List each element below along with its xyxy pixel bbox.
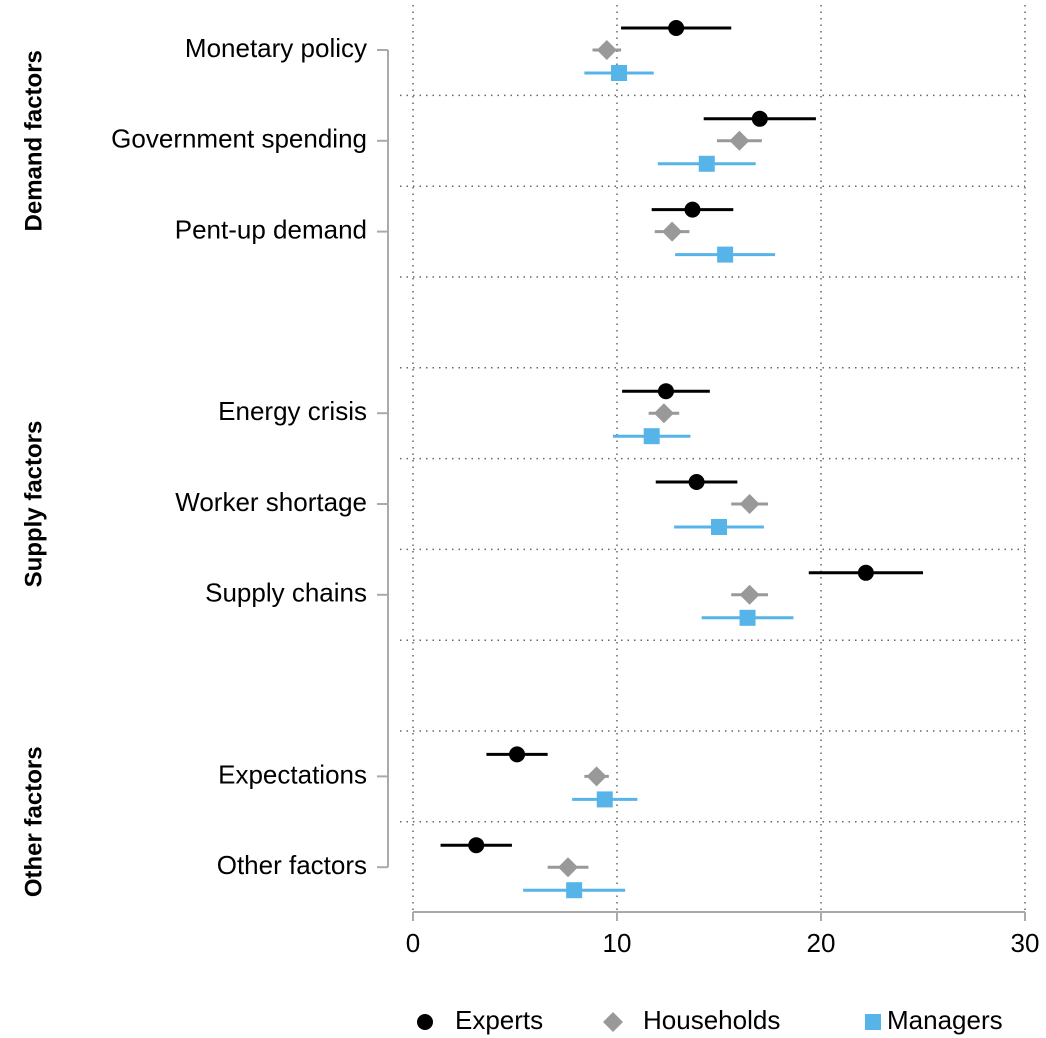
point xyxy=(586,766,607,787)
point xyxy=(698,155,715,172)
x-tick-label: 10 xyxy=(603,928,632,958)
point xyxy=(643,428,660,445)
x-tick-label: 30 xyxy=(1011,928,1040,958)
category-label: Expectations xyxy=(218,759,367,789)
point xyxy=(653,403,674,424)
point xyxy=(558,857,579,878)
point xyxy=(657,383,674,400)
point xyxy=(688,474,705,490)
point xyxy=(751,110,768,127)
legend-marker xyxy=(417,1014,433,1030)
point xyxy=(717,246,734,263)
group-label: Supply factors xyxy=(20,421,47,588)
legend-label: Experts xyxy=(455,1005,543,1035)
group-label: Demand factors xyxy=(20,50,47,231)
point xyxy=(739,494,760,514)
category-label: Government spending xyxy=(111,124,367,154)
x-tick-label: 0 xyxy=(406,928,420,958)
point xyxy=(668,20,685,36)
category-label: Other factors xyxy=(217,850,367,880)
point xyxy=(739,584,760,605)
group-label: Other factors xyxy=(20,746,47,897)
point xyxy=(662,221,683,242)
point xyxy=(857,564,874,581)
legend-label: Households xyxy=(643,1005,780,1035)
category-label: Pent-up demand xyxy=(175,214,367,244)
point xyxy=(729,130,750,151)
point xyxy=(711,519,727,535)
point xyxy=(739,609,756,626)
legend-marker xyxy=(865,1014,881,1030)
category-label: Monetary policy xyxy=(185,33,367,63)
point xyxy=(509,746,526,763)
point xyxy=(468,837,485,854)
point xyxy=(596,791,613,808)
point xyxy=(684,201,701,218)
category-label: Supply chains xyxy=(205,578,367,608)
point xyxy=(611,65,628,81)
point xyxy=(596,40,617,60)
category-label: Worker shortage xyxy=(175,487,367,517)
legend-label: Managers xyxy=(887,1005,1003,1035)
point xyxy=(566,882,583,899)
category-label: Energy crisis xyxy=(218,396,367,426)
legend-marker xyxy=(603,1012,623,1032)
x-tick-label: 20 xyxy=(807,928,836,958)
